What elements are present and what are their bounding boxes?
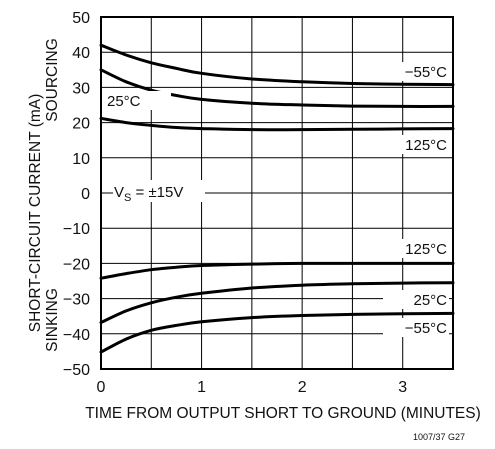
x-tick-label: 2 [298, 379, 307, 396]
plot-frame [100, 16, 454, 370]
y-axis-label: SHORT-CIRCUIT CURRENT (mA) [27, 94, 44, 333]
series-label: 125°C [405, 137, 447, 154]
y-tick-label: 20 [72, 116, 90, 133]
series-labels: −55°C 25°C 125°C 125°C 25°C −55°C [105, 62, 449, 337]
y-tick-labels: 50 40 30 20 10 0 −10 −20 −30 −40 −50 [63, 10, 90, 379]
series-label: 125°C [405, 241, 447, 258]
y-tick-label: 50 [72, 10, 90, 27]
series-label-bg [383, 135, 449, 154]
series-line [99, 68, 455, 108]
series-line [99, 281, 455, 324]
series-line [99, 311, 455, 354]
series-label-bg [383, 239, 449, 258]
condition-label: VS = ±15V [114, 184, 183, 204]
condition-prefix: V [114, 184, 124, 201]
condition-suffix: = ±15V [131, 184, 183, 201]
x-tick-label: 0 [97, 379, 106, 396]
y-tick-label: −50 [63, 362, 90, 379]
y-tick-label: −30 [63, 292, 90, 309]
series-label-bg [105, 91, 172, 110]
y-tick-label: 10 [72, 151, 90, 168]
y-tick-label: −20 [63, 256, 90, 273]
y-tick-label: −40 [63, 327, 90, 344]
series-line [99, 261, 455, 280]
y-tick-label: 40 [72, 45, 90, 62]
figure-id: 1007/37 G27 [413, 432, 465, 442]
condition-label-bg [113, 180, 205, 202]
series-label: 25°C [107, 93, 141, 110]
x-axis-label: TIME FROM OUTPUT SHORT TO GROUND (MINUTE… [85, 405, 481, 422]
series-label-bg [383, 290, 449, 309]
curves [99, 43, 455, 354]
series-line [99, 116, 455, 132]
x-tick-labels: 0 1 2 3 [97, 379, 408, 396]
y-tick-label: 30 [72, 80, 90, 97]
series-label-bg [383, 318, 449, 337]
series-label-bg [383, 62, 449, 81]
condition-subscript: S [124, 192, 131, 204]
series-label: −55°C [405, 320, 447, 337]
y-tick-label: −10 [63, 221, 90, 238]
y-tick-label: 0 [81, 186, 90, 203]
grid [100, 16, 454, 370]
y-axis-label-sinking: SINKING [44, 288, 61, 352]
x-tick-label: 3 [398, 379, 407, 396]
series-label: −55°C [405, 64, 447, 81]
series-label: 25°C [413, 292, 447, 309]
series-line [99, 43, 455, 87]
x-tick-label: 1 [197, 379, 206, 396]
y-axis-label-sourcing: SOURCING [44, 38, 61, 122]
